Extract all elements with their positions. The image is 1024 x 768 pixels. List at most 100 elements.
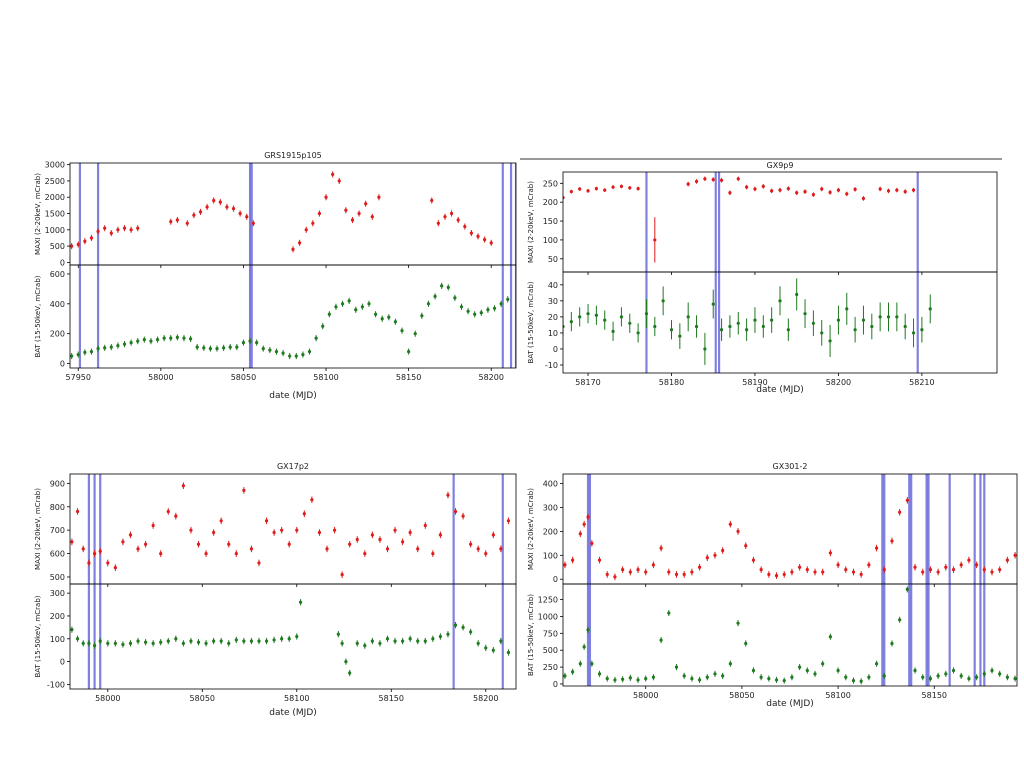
data-point [770,189,774,193]
data-point [288,354,292,358]
x-tick-label: 58200 [478,373,503,382]
data-point [674,665,679,669]
data-point [195,345,199,349]
y-tick-label: 300 [543,503,558,512]
chart-title: GX17p2 [277,462,309,471]
data-point [225,205,229,209]
data-point [249,639,254,643]
data-point [151,641,155,645]
data-point [181,641,185,645]
data-point [1013,676,1017,681]
data-point [476,234,480,238]
x-tick-label: 58200 [473,694,498,703]
data-point [990,668,994,673]
y-tick-label: 600 [50,270,65,279]
data-point [446,285,450,289]
data-point [116,344,120,348]
data-point [713,672,717,676]
y-tick-label: 20 [548,313,558,322]
data-point [563,674,567,678]
data-point [903,324,907,329]
data-point [878,315,882,319]
data-point [651,563,656,567]
data-point [350,218,355,222]
data-point [728,324,732,329]
data-point [586,312,590,316]
data-point [385,637,390,641]
data-point [129,228,133,232]
data-point [204,551,208,556]
y-axis-label: MAXI (2-20keV, mCrab) [527,488,535,570]
data-point [506,650,511,655]
data-point [348,671,352,675]
grs1915-chart: GRS1915p105050010001500200025003000MAXI … [34,151,517,401]
data-point [121,642,125,647]
data-point [728,662,732,666]
x-axis-label: date (MJD) [269,708,317,718]
data-point [378,641,382,645]
data-point [149,339,153,343]
data-point [499,302,503,306]
data-point [882,568,886,572]
data-point [867,675,871,679]
x-tick-label: 58050 [231,373,256,382]
data-point [506,297,510,301]
data-point [621,677,625,681]
data-point [166,639,170,643]
data-point [307,349,312,354]
data-point [628,676,632,680]
data-point [786,328,790,332]
data-point [697,678,702,682]
panel-frame [562,583,1018,687]
bat-panel: 0 200 400 600 BAT (15-50keV, mCrab) 57950 5800… [34,264,517,382]
data-point [75,509,80,514]
data-point [212,198,216,203]
data-point [967,676,971,681]
x-tick-label: 58000 [95,694,120,703]
data-point [628,186,632,190]
gx17p2-chart: GX17p2 500 600 700 800 900 MAXI (2-20keV, mCra… [34,462,517,718]
data-point [192,213,196,217]
data-point [257,561,261,565]
data-point [98,639,102,643]
data-point [586,515,590,519]
data-point [659,546,663,550]
data-point [628,570,632,574]
panel-frame [69,264,517,369]
data-point [461,625,465,629]
data-point [393,528,397,532]
data-point [324,195,328,199]
data-point [89,349,94,354]
y-axis-label: BAT (15-50keV, mCrab) [527,594,535,676]
data-point [215,346,219,351]
y-tick-label: 0 [60,258,65,267]
data-point [761,184,765,188]
data-point [242,488,246,492]
data-point [820,187,824,191]
data-point [408,637,412,641]
data-point [913,668,917,673]
y-tick-label: -100 [47,680,65,689]
data-point [882,674,886,678]
y-tick-label: 40 [548,281,558,290]
y-tick-label: 500 [50,242,65,251]
data-point [377,195,381,199]
y-tick-label: 200 [50,612,65,621]
data-point [287,542,291,546]
y-tick-label: 600 [50,550,65,559]
data-point [76,352,80,357]
data-point [697,565,702,569]
data-point [736,321,740,325]
data-point [886,315,891,319]
data-point [151,523,155,528]
data-point [571,558,575,562]
data-point [129,341,133,345]
data-point [628,321,632,325]
data-point [291,247,295,251]
data-point [327,312,331,316]
data-point [659,638,663,642]
data-point [348,542,352,546]
data-point [667,570,671,574]
plot-area [563,584,1017,686]
